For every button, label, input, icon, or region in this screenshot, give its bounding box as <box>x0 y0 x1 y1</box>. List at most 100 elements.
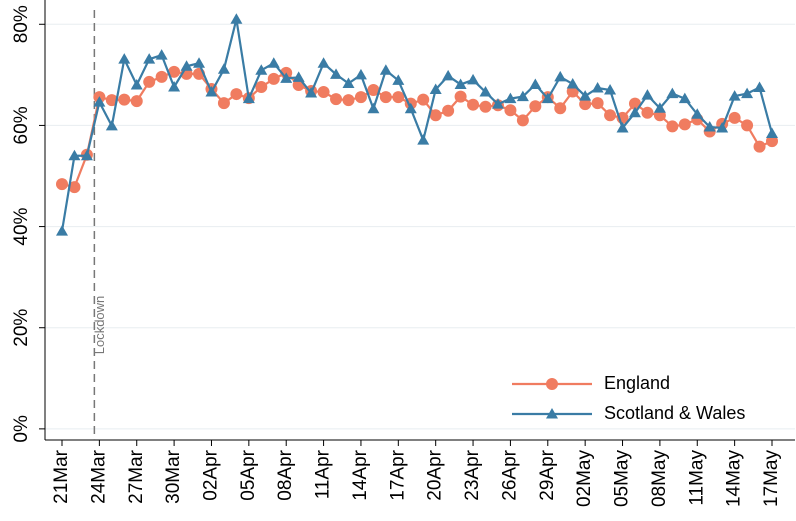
triangle-marker <box>666 87 679 99</box>
triangle-marker <box>143 53 156 64</box>
x-tick-label: 17Apr <box>387 449 408 500</box>
triangle-marker <box>442 69 455 81</box>
circle-marker <box>604 109 617 122</box>
triangle-marker <box>367 102 380 114</box>
circle-marker <box>666 120 679 133</box>
x-tick-label: 20Apr <box>425 449 446 500</box>
triangle-marker <box>342 77 355 88</box>
triangle-marker <box>467 73 480 85</box>
triangle-marker <box>267 57 280 68</box>
triangle-marker <box>566 77 579 89</box>
x-tick-label: 23Apr <box>462 449 483 500</box>
x-tick-label: 29Apr <box>537 449 558 500</box>
circle-marker <box>641 106 654 119</box>
triangle-marker <box>118 53 131 64</box>
circle-marker <box>591 97 604 110</box>
triangle-marker <box>379 64 392 75</box>
triangle-marker <box>217 63 230 74</box>
triangle-marker <box>616 121 629 133</box>
circle-marker <box>118 93 131 106</box>
triangle-marker <box>766 127 778 139</box>
triangle-marker <box>305 87 318 98</box>
circle-marker <box>766 135 778 148</box>
triangle-marker <box>604 84 617 95</box>
triangle-marker <box>504 92 517 104</box>
triangle-marker <box>628 106 641 118</box>
circle-marker <box>566 85 579 98</box>
circle-marker <box>168 65 181 78</box>
x-tick-label: 08May <box>649 450 670 508</box>
triangle-marker <box>541 92 554 104</box>
circle-marker <box>342 94 355 107</box>
circle-marker <box>130 95 143 108</box>
circle-marker <box>354 91 367 104</box>
y-tick-label: 20% <box>11 309 32 347</box>
circle-marker <box>255 80 268 93</box>
triangle-marker <box>728 90 741 101</box>
circle-marker <box>516 114 529 127</box>
x-tick-label: 17May <box>761 450 782 508</box>
circle-marker <box>442 104 455 117</box>
triangle-marker <box>130 78 143 90</box>
triangle-marker <box>429 83 442 95</box>
circle-marker <box>546 378 558 390</box>
triangle-marker <box>354 68 367 80</box>
triangle-marker <box>392 74 405 85</box>
triangle-marker <box>193 57 206 68</box>
legend-label: Scotland & Wales <box>604 403 745 423</box>
triangle-marker <box>230 13 243 24</box>
x-tick-label: 11May <box>686 450 707 506</box>
circle-marker <box>554 102 567 115</box>
x-tick-label: 26Apr <box>499 449 520 500</box>
triangle-marker <box>105 119 118 131</box>
x-tick-label: 05Apr <box>238 449 259 500</box>
triangle-marker <box>554 70 567 82</box>
triangle-marker <box>155 49 168 60</box>
triangle-marker <box>417 134 430 145</box>
triangle-marker <box>741 87 754 99</box>
triangle-marker <box>491 98 504 109</box>
circle-marker <box>379 91 392 104</box>
x-tick-label: 11Apr <box>313 449 334 499</box>
circle-marker <box>155 70 168 83</box>
circle-marker <box>728 111 741 124</box>
triangle-marker <box>691 108 704 119</box>
triangle-marker <box>280 72 293 83</box>
triangle-marker <box>678 92 691 104</box>
circle-marker <box>429 109 442 122</box>
triangle-marker <box>292 71 305 82</box>
triangle-marker <box>529 78 542 89</box>
triangle-marker <box>80 149 93 161</box>
series-line <box>60 18 774 232</box>
x-tick-label: 05May <box>612 450 633 508</box>
triangle-marker <box>180 60 193 71</box>
triangle-marker <box>753 81 766 92</box>
circle-marker <box>143 75 156 88</box>
circle-marker <box>56 178 68 191</box>
circle-marker <box>417 93 430 106</box>
circle-marker <box>68 181 81 194</box>
circle-marker <box>479 100 492 113</box>
triangle-marker <box>546 408 558 419</box>
triangle-marker <box>579 90 592 101</box>
circle-marker <box>267 72 280 85</box>
triangle-marker <box>93 96 106 107</box>
triangle-marker <box>404 102 417 114</box>
triangle-marker <box>205 86 218 97</box>
triangle-marker <box>516 90 529 102</box>
x-tick-label: 14May <box>724 450 745 508</box>
circle-marker <box>678 118 691 131</box>
x-tick-label: 30Mar <box>163 449 184 504</box>
triangle-marker <box>56 225 68 236</box>
triangle-marker <box>641 89 654 100</box>
triangle-marker <box>479 86 492 97</box>
legend-label: England <box>604 373 670 393</box>
circle-marker <box>105 94 118 107</box>
triangle-marker <box>591 82 604 93</box>
circle-marker <box>230 88 243 101</box>
circle-marker <box>467 98 480 111</box>
circle-marker <box>217 97 230 110</box>
triangle-marker <box>330 68 343 79</box>
circle-marker <box>753 140 766 153</box>
